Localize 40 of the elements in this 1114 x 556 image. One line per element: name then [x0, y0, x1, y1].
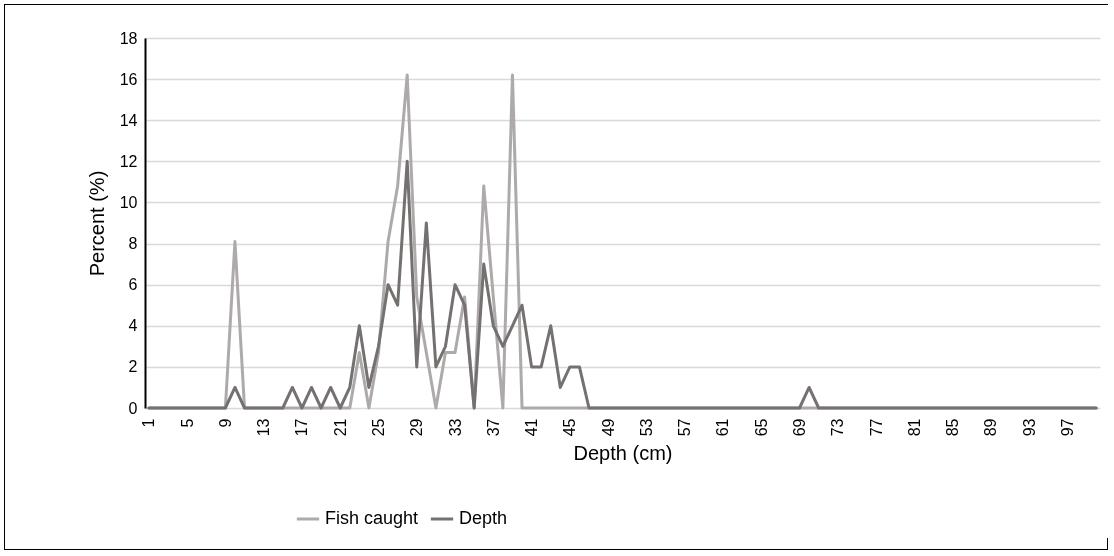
- x-tick-label: 37: [484, 418, 502, 437]
- legend-label: Depth: [459, 508, 508, 528]
- x-tick-label: 5: [178, 418, 196, 428]
- x-tick-label: 69: [791, 418, 809, 437]
- y-tick-label: 0: [128, 399, 138, 417]
- line-series: [147, 159, 1098, 410]
- y-axis-title: Percent (%): [85, 170, 108, 277]
- x-tick-label: 33: [446, 418, 464, 437]
- x-tick-label: 77: [867, 418, 885, 437]
- x-tick-label: 97: [1058, 418, 1076, 437]
- y-tick-label: 4: [128, 317, 138, 335]
- x-tick-label: 61: [714, 418, 732, 437]
- x-tick-label: 89: [982, 418, 1000, 437]
- x-tick-label: 73: [829, 418, 847, 437]
- x-tick-label: 93: [1020, 418, 1038, 437]
- y-tick-label: 16: [119, 70, 138, 88]
- x-tick-label: 81: [905, 418, 923, 437]
- y-tick-label: 8: [128, 235, 138, 253]
- x-tick-label: 49: [599, 418, 617, 437]
- x-tick-label: 41: [523, 418, 541, 437]
- y-tick-label: 12: [119, 152, 138, 170]
- x-axis-title: Depth (cm): [573, 442, 673, 465]
- y-tick-label: 10: [119, 193, 138, 211]
- y-tick-label: 6: [128, 276, 138, 294]
- x-tick-label: 17: [293, 418, 311, 437]
- x-tick-label: 85: [944, 418, 962, 437]
- x-tick-label: 53: [637, 418, 655, 437]
- x-tick-label: 29: [408, 418, 426, 437]
- x-tick-label: 9: [216, 418, 234, 428]
- x-tick-label: 1: [140, 418, 158, 428]
- y-tick-label: 18: [119, 29, 138, 47]
- x-tick-label: 25: [369, 418, 387, 437]
- y-tick-label: 2: [128, 358, 138, 376]
- legend-label: Fish caught: [325, 508, 419, 528]
- x-tick-label: 57: [676, 418, 694, 437]
- x-tick-label: 45: [561, 418, 579, 437]
- y-tick-label: 14: [119, 111, 138, 129]
- x-tick-label: 65: [752, 418, 770, 437]
- x-tick-label: 13: [255, 418, 273, 437]
- x-tick-label: 21: [331, 418, 349, 437]
